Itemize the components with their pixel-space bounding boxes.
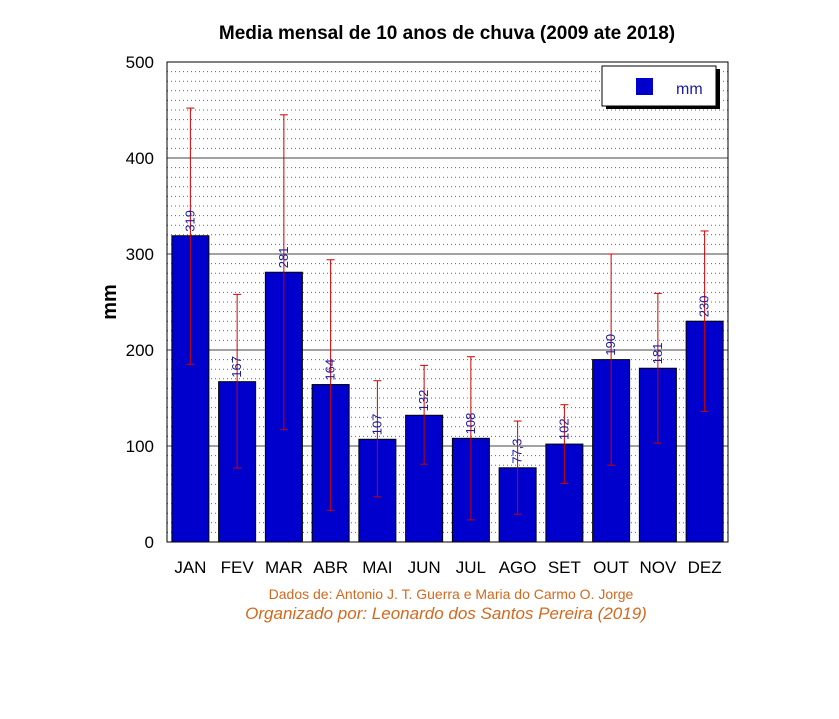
legend: mm (601, 65, 720, 109)
data-label: 164 (323, 359, 338, 381)
data-label: 108 (463, 413, 478, 435)
data-label: 77,3 (510, 438, 525, 463)
y-axis-label: mm (99, 284, 121, 320)
x-tick-label: SET (548, 558, 581, 577)
data-label: 107 (369, 414, 384, 436)
y-tick-label: 100 (126, 437, 154, 456)
x-tick-label: FEV (221, 558, 255, 577)
x-tick-label: OUT (593, 558, 629, 577)
data-label: 319 (182, 210, 197, 232)
data-label: 281 (276, 247, 291, 269)
legend-swatch (636, 78, 653, 95)
x-tick-label: JUL (456, 558, 486, 577)
y-tick-label: 500 (126, 53, 154, 72)
organizer-credit: Organizado por: Leonardo dos Santos Pere… (245, 604, 647, 623)
x-axis-ticks: JAN FEV MAR ABR MAI JUN JUL AGO SET OUT NOV DEZ (174, 558, 721, 577)
y-axis-ticks: 0 100 200 300 400 500 (126, 53, 154, 552)
data-label: 167 (229, 356, 244, 378)
legend-box (601, 65, 717, 107)
data-label: 102 (556, 418, 571, 440)
data-labels-group: 319 167 281 164 107 132 108 77,3 102 190 181 230 (182, 210, 711, 464)
x-tick-label: AGO (499, 558, 537, 577)
data-label: 230 (697, 295, 712, 317)
data-label: 190 (603, 334, 618, 356)
grid-lines (167, 71, 728, 533)
y-tick-label: 300 (126, 245, 154, 264)
chart-title: Media mensal de 10 anos de chuva (2009 a… (219, 23, 675, 44)
y-tick-label: 200 (126, 341, 154, 360)
x-tick-label: MAI (362, 558, 392, 577)
x-tick-label: NOV (639, 558, 677, 577)
y-tick-label: 400 (126, 149, 154, 168)
x-tick-label: DEZ (688, 558, 722, 577)
x-tick-label: JUN (408, 558, 441, 577)
data-label: 181 (650, 343, 665, 365)
x-tick-label: JAN (174, 558, 206, 577)
x-tick-label: MAR (265, 558, 303, 577)
x-tick-label: ABR (313, 558, 348, 577)
data-label: 132 (416, 390, 431, 412)
error-bars-group (186, 107, 709, 521)
y-tick-label: 0 (145, 533, 154, 552)
legend-series-name: mm (676, 81, 703, 98)
plot-frame (166, 61, 729, 543)
source-credit: Dados de: Antonio J. T. Guerra e Maria d… (269, 586, 634, 602)
